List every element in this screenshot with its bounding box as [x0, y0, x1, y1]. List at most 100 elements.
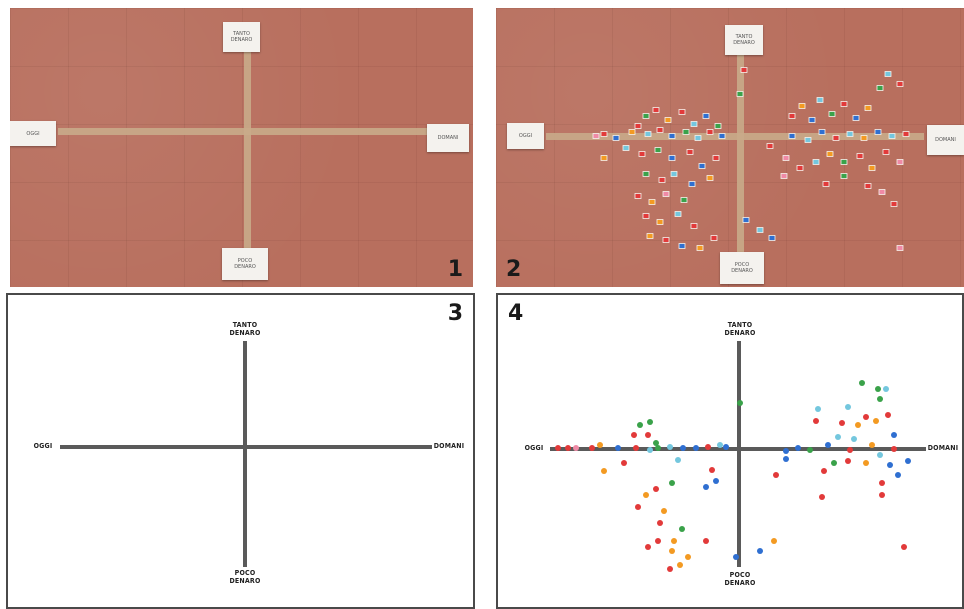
paper-note: [736, 91, 744, 97]
paper-note: [686, 149, 694, 155]
paper-note: [868, 165, 876, 171]
dot-marker: [905, 458, 911, 464]
dot-marker: [895, 472, 901, 478]
paper-note: [642, 213, 650, 219]
dot-marker: [851, 436, 857, 442]
paper-note: [804, 137, 812, 143]
paper-note: [680, 197, 688, 203]
dot-marker: [635, 504, 641, 510]
dot-marker: [901, 544, 907, 550]
label-right: DOMANI: [433, 442, 465, 450]
paper-note: [882, 149, 890, 155]
tape-horizontal: [546, 133, 924, 140]
paper-note: [766, 143, 774, 149]
dot-marker: [693, 445, 699, 451]
dot-marker: [555, 445, 561, 451]
paper-bottom-label: POCO DENARO: [222, 248, 268, 280]
dot-marker: [679, 526, 685, 532]
dot-marker: [601, 468, 607, 474]
dot-marker: [845, 404, 851, 410]
paper-note: [712, 155, 720, 161]
tape-vertical: [737, 48, 744, 263]
dot-marker: [589, 445, 595, 451]
dot-marker: [680, 445, 686, 451]
dot-marker: [709, 467, 715, 473]
paper-note: [864, 105, 872, 111]
paper-note: [812, 159, 820, 165]
dot-marker: [669, 548, 675, 554]
dot-marker: [565, 445, 571, 451]
dot-marker: [839, 420, 845, 426]
paper-note: [826, 151, 834, 157]
dot-marker: [807, 447, 813, 453]
dot-marker: [783, 456, 789, 462]
panel-number: 4: [508, 301, 524, 326]
paper-note: [656, 219, 664, 225]
paper-left-label: OGGI: [10, 121, 56, 146]
dot-marker: [877, 396, 883, 402]
paper-note: [648, 199, 656, 205]
paper-note: [822, 181, 830, 187]
dot-marker: [661, 508, 667, 514]
paper-note: [788, 133, 796, 139]
paper-top-label: TANTO DENARO: [223, 22, 260, 52]
dot-marker: [825, 442, 831, 448]
paper-note: [874, 129, 882, 135]
label-bottom: POCO DENARO: [229, 569, 261, 586]
paper-note: [884, 71, 892, 77]
paper-note: [756, 227, 764, 233]
tape-horizontal: [58, 128, 428, 135]
panel-number: 3: [447, 301, 463, 326]
dot-marker: [671, 538, 677, 544]
paper-note: [782, 155, 790, 161]
dot-marker: [845, 458, 851, 464]
label-left: OGGI: [33, 442, 53, 450]
paper-right-label: DOMANI: [427, 124, 469, 152]
paper-note: [690, 223, 698, 229]
axes-diagram: [60, 341, 432, 567]
dot-marker: [887, 462, 893, 468]
paper-note: [902, 131, 910, 137]
paper-note: [698, 163, 706, 169]
dot-marker: [615, 445, 621, 451]
dot-marker: [883, 386, 889, 392]
dot-marker: [669, 480, 675, 486]
dot-marker: [647, 419, 653, 425]
photo-placed-notes: TANTO DENARO OGGI DOMANI POCO DENARO 2: [496, 8, 964, 287]
paper-note: [846, 131, 854, 137]
paper-note: [642, 171, 650, 177]
dot-marker: [633, 445, 639, 451]
paper-note: [658, 177, 666, 183]
label-bottom: POCO DENARO: [724, 571, 756, 588]
paper-note: [878, 189, 886, 195]
paper-note: [702, 113, 710, 119]
paper-note: [628, 129, 636, 135]
dot-marker: [657, 520, 663, 526]
paper-note: [888, 133, 896, 139]
paper-bottom-label: POCO DENARO: [720, 252, 764, 284]
paper-note: [674, 211, 682, 217]
paper-note: [664, 117, 672, 123]
dot-marker: [703, 538, 709, 544]
dot-marker: [771, 538, 777, 544]
dot-marker: [813, 418, 819, 424]
dot-marker: [733, 554, 739, 560]
dot-marker: [717, 442, 723, 448]
diagram-empty-axes: TANTO DENARO OGGI DOMANI POCO DENARO 3: [6, 293, 475, 609]
paper-note: [662, 191, 670, 197]
dot-marker: [653, 440, 659, 446]
panel-number: 1: [447, 257, 463, 282]
paper-note: [740, 67, 748, 73]
paper-note: [592, 133, 600, 139]
paper-note: [896, 245, 904, 251]
dot-marker: [875, 386, 881, 392]
paper-note: [688, 181, 696, 187]
paper-note: [818, 129, 826, 135]
paper-note: [816, 97, 824, 103]
paper-note: [840, 159, 848, 165]
panel-number: 2: [506, 257, 522, 282]
dot-marker: [863, 414, 869, 420]
dot-marker: [703, 484, 709, 490]
dot-marker: [643, 492, 649, 498]
paper-right-label: DOMANI: [927, 125, 964, 155]
